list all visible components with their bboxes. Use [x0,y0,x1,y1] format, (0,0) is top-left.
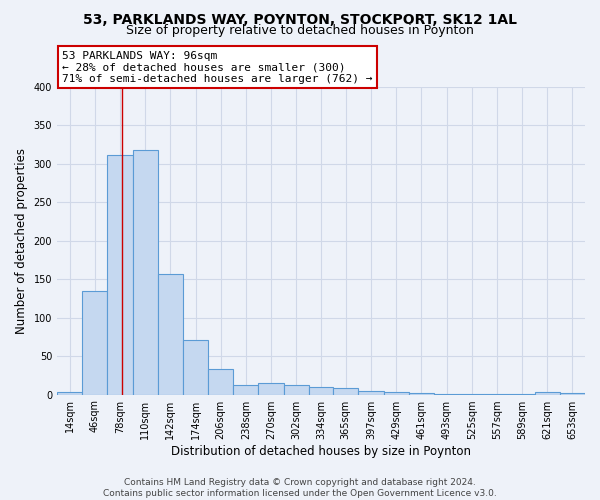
Bar [284,386,309,394]
Bar [57,392,82,394]
Text: 53 PARKLANDS WAY: 96sqm
← 28% of detached houses are smaller (300)
71% of semi-d: 53 PARKLANDS WAY: 96sqm ← 28% of detache… [62,51,373,84]
Text: 53, PARKLANDS WAY, POYNTON, STOCKPORT, SK12 1AL: 53, PARKLANDS WAY, POYNTON, STOCKPORT, S… [83,12,517,26]
X-axis label: Distribution of detached houses by size in Poynton: Distribution of detached houses by size … [171,444,471,458]
Bar [82,291,107,395]
Bar [535,392,560,394]
Bar [183,340,208,394]
Bar [158,274,183,394]
Text: Size of property relative to detached houses in Poynton: Size of property relative to detached ho… [126,24,474,37]
Bar [107,156,133,394]
Bar [409,393,434,394]
Bar [309,387,333,394]
Bar [133,150,158,394]
Text: Contains HM Land Registry data © Crown copyright and database right 2024.
Contai: Contains HM Land Registry data © Crown c… [103,478,497,498]
Bar [560,393,585,394]
Bar [383,392,409,394]
Y-axis label: Number of detached properties: Number of detached properties [15,148,28,334]
Bar [358,390,383,394]
Bar [333,388,358,394]
Bar [259,383,284,394]
Bar [208,369,233,394]
Bar [233,386,259,394]
